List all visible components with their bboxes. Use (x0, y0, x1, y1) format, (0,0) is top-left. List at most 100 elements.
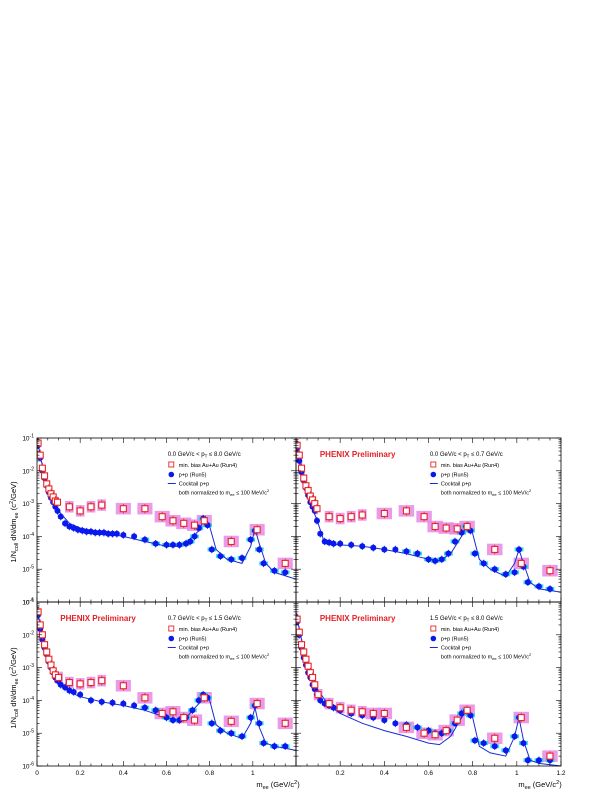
norm-text: ≤ 100 MeV/c (235, 655, 268, 661)
auau-data-point (158, 513, 166, 521)
pp-data-point (502, 747, 509, 754)
auau-data-point (313, 505, 321, 513)
y-tick-label-base: 10 (22, 698, 30, 705)
auau-data-point (87, 503, 95, 511)
norm-subscript: ee (492, 656, 497, 661)
pp-data-point (432, 557, 439, 564)
pp-data-point (109, 699, 116, 706)
pp-data-point (109, 530, 116, 537)
y-tick-label: 10-2 (22, 630, 34, 639)
pp-data-point (57, 681, 64, 688)
pp-data-point (524, 579, 531, 586)
pp-data-point (239, 554, 246, 561)
auau-data-point (420, 513, 428, 521)
x-tick-label: 1 (515, 770, 519, 777)
auau-data-point (491, 734, 499, 742)
auau-data-point (297, 641, 306, 649)
pp-data-point (516, 546, 523, 553)
pp-data-point (256, 720, 263, 727)
auau-data-point (517, 714, 525, 722)
pp-data-point (535, 757, 542, 764)
auau-data-point (180, 714, 188, 722)
pp-data-point (425, 556, 432, 563)
pp-data-point (392, 546, 399, 553)
auau-data-point (41, 472, 49, 480)
auau-data-point (253, 526, 261, 534)
pp-data-point (247, 536, 254, 543)
pt-range-label: 1.5 GeV/c < pT ≤ 8.0 GeV/c (430, 616, 503, 623)
x-tick-label: 0.4 (119, 770, 128, 777)
legend-cocktail-label: Cocktail p+p (441, 482, 471, 488)
y-tick-label-base: 10 (22, 567, 30, 574)
pp-data-point (348, 541, 355, 548)
pp-data-point (370, 544, 377, 551)
panel-bottom-left: 10-110-210-310-410-510-60 0.2 0.4 0.6 0.8 10.… (22, 598, 297, 777)
x-tick-label: 0.6 (424, 770, 433, 777)
pp-data-point (77, 691, 84, 698)
plot-area (37, 438, 296, 580)
pp-data-point (317, 697, 324, 704)
pp-data-point (120, 532, 127, 539)
y-tick-label-exponent: -4 (30, 696, 35, 702)
legend-pp-marker (168, 635, 175, 642)
x-tick-label: 0.2 (336, 770, 345, 777)
pp-data-point (535, 583, 542, 590)
pp-data-point (131, 533, 138, 540)
y-tick-label: 10-3 (22, 663, 34, 672)
plot-area (296, 611, 561, 766)
legend-auau-label: min. bias Au+Au (Run4) (441, 463, 499, 469)
pp-data-point (511, 733, 518, 740)
auau-data-point (43, 648, 51, 656)
pp-data-point (414, 550, 421, 557)
x-tick-label: 1 (251, 770, 255, 777)
auau-data-point (200, 694, 208, 702)
pp-data-point (83, 528, 90, 535)
auau-data-point (431, 731, 439, 739)
plot-panels: 10-110-210-310-410-510-60.0 GeV/c < pT ≤… (22, 434, 566, 778)
pp-data-point (152, 707, 159, 714)
auau-data-point (453, 716, 461, 724)
y-tick-label-exponent: -1 (30, 434, 35, 440)
pp-data-point (217, 727, 224, 734)
pp-data-point (163, 541, 170, 548)
y-tick-label: 10-4 (22, 696, 34, 705)
pp-data-point (480, 560, 487, 567)
pp-data-point (502, 571, 509, 578)
norm-superscript: 2 (267, 652, 270, 657)
y-tick-label-base: 10 (22, 764, 30, 771)
auau-data-point (281, 559, 289, 567)
y-tick-label-base: 10 (22, 632, 30, 639)
phenix-preliminary-label: PHENIX Preliminary (320, 450, 396, 459)
pp-data-point (313, 517, 320, 524)
norm-superscript: 2 (529, 488, 532, 493)
phenix-preliminary-label: PHENIX Preliminary (320, 614, 396, 623)
y-tick-label-base: 10 (22, 501, 30, 508)
pt-range-text: ≤ 8.0 GeV/c (469, 616, 502, 622)
pt-range-text: ≤ 0.7 GeV/c (469, 452, 502, 458)
auau-data-point (309, 673, 317, 682)
y-tick-label-base: 10 (22, 731, 30, 738)
phenix-preliminary-label: PHENIX Preliminary (60, 614, 136, 623)
auau-data-point (311, 681, 319, 689)
pp-data-point (208, 546, 215, 553)
pt-range-label: 0.0 GeV/c < pT ≤ 8.0 GeV/c (168, 452, 241, 459)
pp-data-point (57, 513, 64, 520)
auau-data-point (87, 679, 95, 687)
legend-pp-label: p+p (Run5) (441, 637, 469, 643)
auau-data-point (227, 717, 235, 725)
auau-data-point (358, 708, 366, 716)
auau-data-point (402, 723, 410, 731)
auau-data-point (65, 503, 73, 511)
pp-data-point (70, 689, 77, 696)
auau-data-point (191, 716, 199, 724)
norm-subscript: ee (230, 492, 235, 497)
auau-data-point (300, 648, 308, 656)
auau-data-point (169, 517, 177, 525)
auau-data-point (253, 700, 261, 708)
pp-data-point (228, 730, 235, 737)
legend-pp-label: p+p (Run5) (441, 473, 469, 479)
y-tick-label: 10-1 (22, 598, 34, 607)
auau-data-point (180, 519, 188, 527)
pp-data-point (169, 717, 176, 724)
